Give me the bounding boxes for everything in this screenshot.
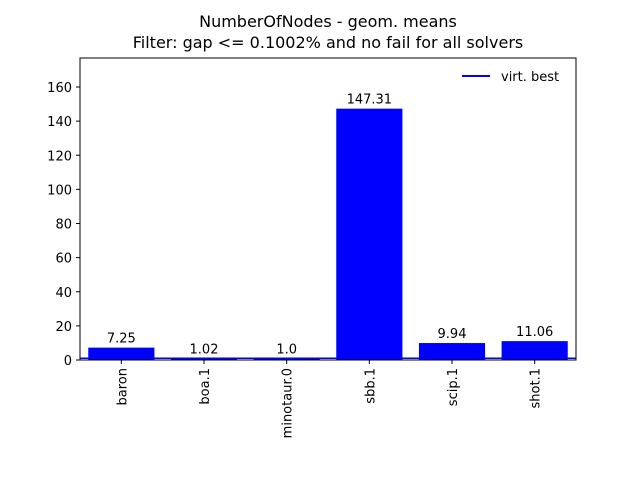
x-tick-label: scip.1	[446, 368, 461, 406]
y-tick-label: 80	[55, 218, 72, 233]
y-tick-label: 20	[55, 320, 72, 335]
bar-labels: 7.25 1.02 1.0 147.31 9.94 11.06	[107, 93, 553, 358]
bar-value-label: 7.25	[107, 332, 136, 347]
y-tick-label: 140	[47, 115, 72, 130]
plot-frame	[79, 57, 577, 361]
y-tick-label: 0	[64, 354, 72, 369]
x-tick-label: minotaur.0	[281, 368, 296, 438]
y-axis: 0 20 40 60 80 100 120 140 160	[47, 81, 80, 369]
bar-value-label: 147.31	[347, 93, 393, 108]
chart-title: NumberOfNodes - geom. means	[199, 12, 457, 31]
bar-boa.1	[170, 358, 238, 360]
bar-value-label: 11.06	[516, 325, 553, 340]
x-tick-label: shot.1	[529, 368, 544, 408]
bar-shot.1	[501, 341, 568, 360]
y-tick-label: 160	[47, 81, 72, 96]
chart-subtitle: Filter: gap <= 0.1002% and no fail for a…	[133, 33, 523, 52]
bar-value-label: 1.0	[276, 342, 297, 357]
bars	[88, 108, 568, 360]
bar-baron	[88, 347, 155, 360]
y-tick-label: 60	[55, 252, 72, 267]
bar-scip.1	[418, 343, 486, 360]
x-tick-label: boa.1	[198, 368, 213, 405]
x-axis: baron boa.1 minotaur.0 sbb.1 scip.1 shot.1	[115, 360, 544, 438]
y-tick-label: 40	[55, 286, 72, 301]
bar-value-label: 1.02	[190, 342, 219, 357]
y-tick-label: 120	[47, 149, 72, 164]
x-tick-label: sbb.1	[363, 368, 378, 404]
x-tick-label: baron	[115, 368, 130, 405]
legend-label: virt. best	[501, 70, 559, 85]
y-tick-label: 100	[47, 183, 72, 198]
legend: virt. best	[462, 70, 559, 85]
bar-minotaur.0	[253, 358, 320, 360]
bar-sbb.1	[336, 108, 403, 360]
bar-value-label: 9.94	[438, 327, 467, 342]
